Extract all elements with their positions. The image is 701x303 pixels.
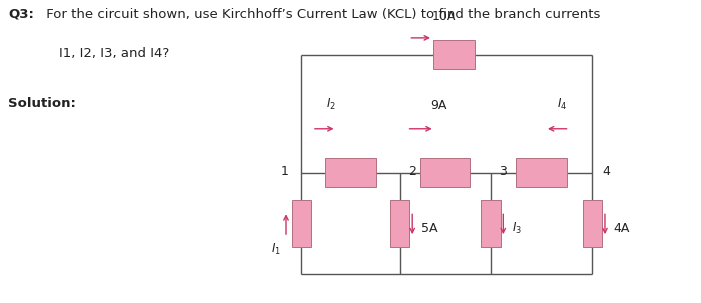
Text: 10A: 10A: [431, 10, 456, 23]
Text: 1: 1: [281, 165, 289, 178]
Bar: [481, 200, 501, 247]
Text: 5A: 5A: [421, 221, 437, 235]
Text: Q3:: Q3:: [8, 8, 34, 21]
Text: 4: 4: [603, 165, 611, 178]
Bar: [420, 158, 470, 187]
Text: Solution:: Solution:: [8, 97, 76, 110]
Text: $\it{I_1}$: $\it{I_1}$: [271, 242, 281, 257]
Text: 4A: 4A: [613, 221, 629, 235]
Text: I1, I2, I3, and I4?: I1, I2, I3, and I4?: [42, 47, 170, 60]
Bar: [390, 200, 409, 247]
Bar: [583, 200, 602, 247]
Text: $\it{I_2}$: $\it{I_2}$: [326, 97, 336, 112]
Text: 9A: 9A: [430, 99, 447, 112]
Text: $\it{I_4}$: $\it{I_4}$: [557, 97, 568, 112]
Bar: [516, 158, 566, 187]
Bar: [292, 200, 311, 247]
Bar: [325, 158, 376, 187]
Text: 2: 2: [408, 165, 416, 178]
Text: For the circuit shown, use Kirchhoff’s Current Law (KCL) to find the branch curr: For the circuit shown, use Kirchhoff’s C…: [42, 8, 601, 21]
Text: 3: 3: [499, 165, 507, 178]
Bar: [433, 40, 475, 69]
Text: $\it{I_3}$: $\it{I_3}$: [512, 221, 522, 235]
